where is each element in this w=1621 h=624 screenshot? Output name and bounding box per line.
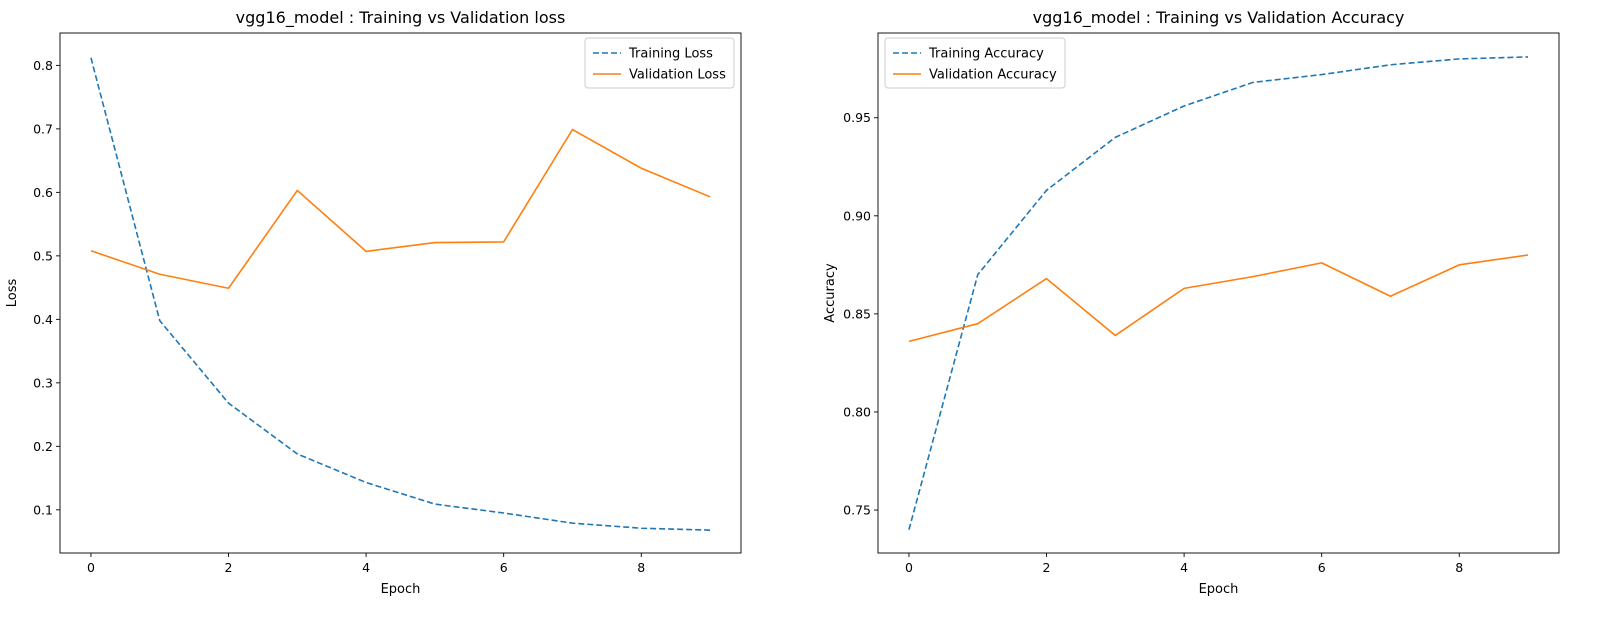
legend-box [584,37,735,89]
legend-label: Validation Accuracy [929,68,1057,83]
x-tick-label: 6 [500,560,508,575]
x-tick-label: 4 [362,560,370,575]
x-tick-label: 8 [637,560,645,575]
y-tick-label: 0.6 [33,185,53,200]
y-tick-label: 0.8 [33,58,53,73]
series-line-validation [908,254,1529,343]
x-tick-label: 0 [905,560,913,575]
series-line-training [90,57,711,531]
y-axis-label: Loss [5,279,20,308]
x-axis-label: Epoch [1199,582,1239,597]
legend: Training Loss Validation Loss [584,37,735,89]
y-axis-label: Accuracy [823,263,838,323]
x-tick-label: 4 [1180,560,1188,575]
y-tick-label: 0.7 [33,121,53,136]
legend-box [884,37,1066,89]
plot-frame [59,32,742,554]
series-line-training [908,56,1529,530]
y-tick-label: 0.80 [843,404,871,419]
chart-title: vgg16_model : Training vs Validation los… [236,8,566,28]
legend-label: Validation Loss [629,68,726,83]
x-tick-label: 8 [1455,560,1463,575]
legend-label: Training Accuracy [928,47,1044,62]
y-tick-label: 0.3 [33,375,53,390]
x-tick-label: 2 [1043,560,1051,575]
y-tick-label: 0.75 [843,503,871,518]
legend-label: Training Loss [628,47,713,62]
series-line-validation [90,128,711,290]
y-tick-label: 0.90 [843,208,871,223]
x-tick-label: 0 [87,560,95,575]
x-tick-label: 2 [225,560,233,575]
y-tick-label: 0.5 [33,248,53,263]
y-tick-label: 0.4 [33,312,53,327]
y-tick-label: 0.95 [843,110,871,125]
x-axis-label: Epoch [381,582,421,597]
plot-frame [877,32,1560,554]
y-tick-label: 0.2 [33,439,53,454]
legend: Training Accuracy Validation Accuracy [884,37,1066,89]
loss-chart: vgg16_model : Training vs Validation los… [5,8,742,597]
y-tick-label: 0.85 [843,306,871,321]
x-tick-label: 6 [1318,560,1326,575]
y-tick-label: 0.1 [33,502,53,517]
accuracy-chart: vgg16_model : Training vs Validation Acc… [823,8,1560,597]
chart-title: vgg16_model : Training vs Validation Acc… [1033,8,1405,28]
